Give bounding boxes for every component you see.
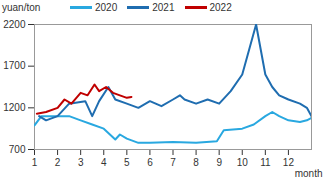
svg-text:month: month: [295, 168, 323, 179]
svg-text:8: 8: [193, 157, 199, 168]
svg-text:6: 6: [147, 157, 153, 168]
svg-text:1: 1: [32, 157, 38, 168]
svg-text:9: 9: [216, 157, 222, 168]
svg-text:2200: 2200: [3, 19, 26, 30]
html-text:2022: 2022: [209, 2, 232, 13]
html-text:2021: 2021: [152, 2, 175, 13]
svg-text:3: 3: [78, 157, 84, 168]
svg-text:1700: 1700: [3, 60, 26, 71]
html-text:2020: 2020: [95, 2, 118, 13]
svg-text:700: 700: [9, 144, 26, 155]
svg-text:7: 7: [170, 157, 176, 168]
svg-text:5: 5: [124, 157, 130, 168]
svg-text:12: 12: [283, 157, 295, 168]
svg-text:10: 10: [237, 157, 249, 168]
svg-text:11: 11: [260, 157, 271, 168]
svg-text:1200: 1200: [3, 102, 26, 113]
html-text:yuan/ton: yuan/ton: [2, 2, 41, 13]
svg-text:4: 4: [101, 157, 107, 168]
svg-text:2: 2: [55, 157, 61, 168]
